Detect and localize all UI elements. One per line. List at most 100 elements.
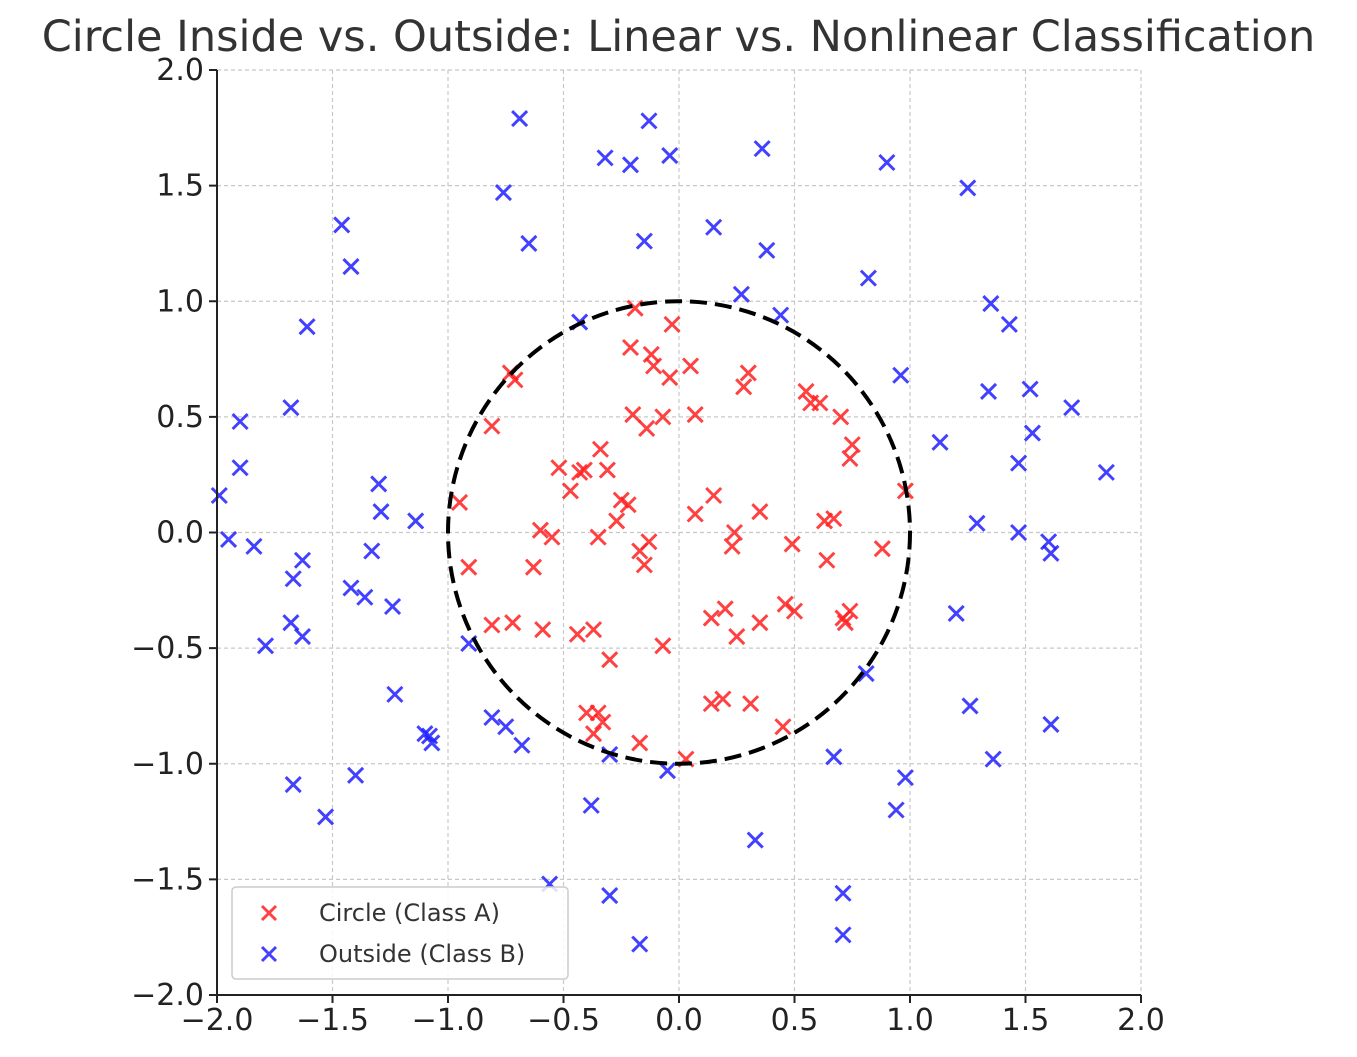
point-series-1-57 [859, 269, 877, 287]
point-series-0-16 [584, 621, 603, 639]
legend-marker-0 [260, 904, 278, 922]
point-series-1-48 [732, 285, 750, 303]
point-series-1-15 [342, 258, 360, 276]
point-series-0-42 [681, 357, 700, 375]
x-tick-label-4: 0.0 [655, 1003, 703, 1038]
point-series-1-61 [896, 769, 914, 787]
point-series-1-10 [293, 551, 312, 569]
y-axis-ticks: −2.0 −1.5 −1.0 −0.5 0.0 0.5 1.0 1.5 2.0 [131, 53, 217, 1013]
point-series-0-52 [728, 628, 746, 646]
point-series-0-6 [504, 614, 522, 632]
point-series-0-7 [531, 521, 549, 539]
point-series-1-70 [1000, 315, 1018, 333]
point-series-1-31 [494, 184, 513, 202]
point-series-1-64 [959, 179, 977, 197]
x-axis-ticks: −2.0 −1.5 −1.0 −0.5 0.0 0.5 1.0 1.5 2.0 [181, 995, 1165, 1038]
point-series-0-64 [811, 394, 829, 412]
point-series-0-57 [751, 614, 769, 632]
point-series-1-20 [370, 475, 388, 493]
point-series-1-16 [342, 579, 360, 597]
point-series-0-72 [841, 449, 859, 468]
point-series-0-58 [774, 718, 792, 736]
point-series-1-60 [892, 366, 910, 384]
x-tick-label-6: 1.0 [886, 1003, 934, 1038]
point-series-0-19 [598, 461, 616, 479]
point-series-1-44 [640, 112, 658, 130]
point-series-1-58 [878, 153, 896, 172]
point-series-0-68 [832, 408, 850, 426]
point-series-1-74 [1023, 424, 1041, 442]
point-series-0-27 [594, 713, 612, 731]
point-series-1-47 [705, 218, 723, 236]
point-series-1-42 [631, 935, 649, 953]
point-series-0-41 [631, 734, 649, 752]
point-series-1-38 [596, 149, 614, 167]
y-tick-label-5: 0.5 [156, 400, 204, 435]
point-series-1-3 [231, 459, 249, 477]
point-series-1-46 [661, 147, 679, 165]
point-series-1-41 [621, 156, 640, 174]
point-series-0-28 [626, 299, 644, 317]
point-series-0-60 [783, 535, 801, 553]
point-series-1-77 [1042, 715, 1060, 733]
point-series-1-56 [857, 665, 875, 683]
point-series-1-4 [245, 537, 263, 555]
y-tick-label-3: −0.5 [131, 631, 204, 666]
point-series-1-13 [317, 808, 335, 826]
point-series-1-7 [284, 570, 302, 588]
point-series-1-1 [219, 530, 238, 548]
point-series-0-73 [843, 436, 861, 454]
x-tick-label-2: −1.0 [412, 1003, 485, 1038]
x-tick-label-1: −1.5 [296, 1003, 369, 1038]
point-series-0-32 [624, 406, 642, 424]
point-series-0-48 [714, 690, 732, 708]
point-series-1-8 [282, 614, 300, 632]
point-series-1-12 [298, 318, 316, 336]
point-series-0-17 [591, 440, 610, 458]
point-series-0-11 [550, 459, 568, 477]
point-series-1-17 [347, 766, 365, 784]
point-series-0-45 [702, 609, 720, 627]
point-series-0-31 [645, 357, 663, 375]
legend-box [231, 886, 569, 980]
legend-label-0: Circle (Class A) [319, 899, 500, 927]
x-tick-label-8: 2.0 [1117, 1003, 1165, 1038]
point-series-0-26 [584, 725, 603, 743]
decision-boundary [446, 299, 912, 766]
point-series-0-10 [543, 528, 561, 546]
point-series-0-25 [589, 704, 607, 722]
point-series-0-29 [621, 338, 640, 357]
point-series-0-9 [524, 558, 543, 576]
point-series-1-22 [383, 597, 402, 616]
point-series-1-40 [601, 887, 619, 905]
point-series-1-79 [1097, 463, 1115, 481]
point-series-1-66 [968, 514, 986, 532]
point-series-0-14 [575, 461, 593, 479]
point-series-1-34 [520, 234, 538, 252]
point-series-0-38 [631, 542, 649, 560]
point-series-1-45 [658, 762, 677, 780]
legend-marker-1 [260, 945, 278, 963]
x-tick-label-0: −2.0 [181, 1003, 254, 1038]
point-series-0-20 [608, 512, 626, 530]
point-series-1-55 [834, 926, 852, 944]
point-series-1-69 [984, 750, 1002, 768]
point-series-0-39 [635, 556, 653, 574]
x-tick-label-5: 0.5 [771, 1003, 819, 1038]
point-series-1-30 [497, 718, 515, 736]
point-series-1-72 [1010, 454, 1028, 472]
point-series-1-14 [333, 216, 351, 234]
point-series-0-56 [751, 503, 769, 521]
point-series-0-62 [797, 382, 815, 400]
point-series-1-68 [982, 295, 1000, 313]
point-series-1-76 [1042, 544, 1060, 562]
point-series-0-34 [661, 369, 679, 387]
point-series-1-65 [961, 697, 979, 715]
point-series-0-50 [723, 537, 741, 555]
legend: Circle (Class A) Outside (Class B) [231, 886, 569, 980]
point-series-1-33 [513, 736, 531, 754]
x-tick-label-3: −0.5 [527, 1003, 600, 1038]
point-series-0-67 [825, 510, 843, 528]
